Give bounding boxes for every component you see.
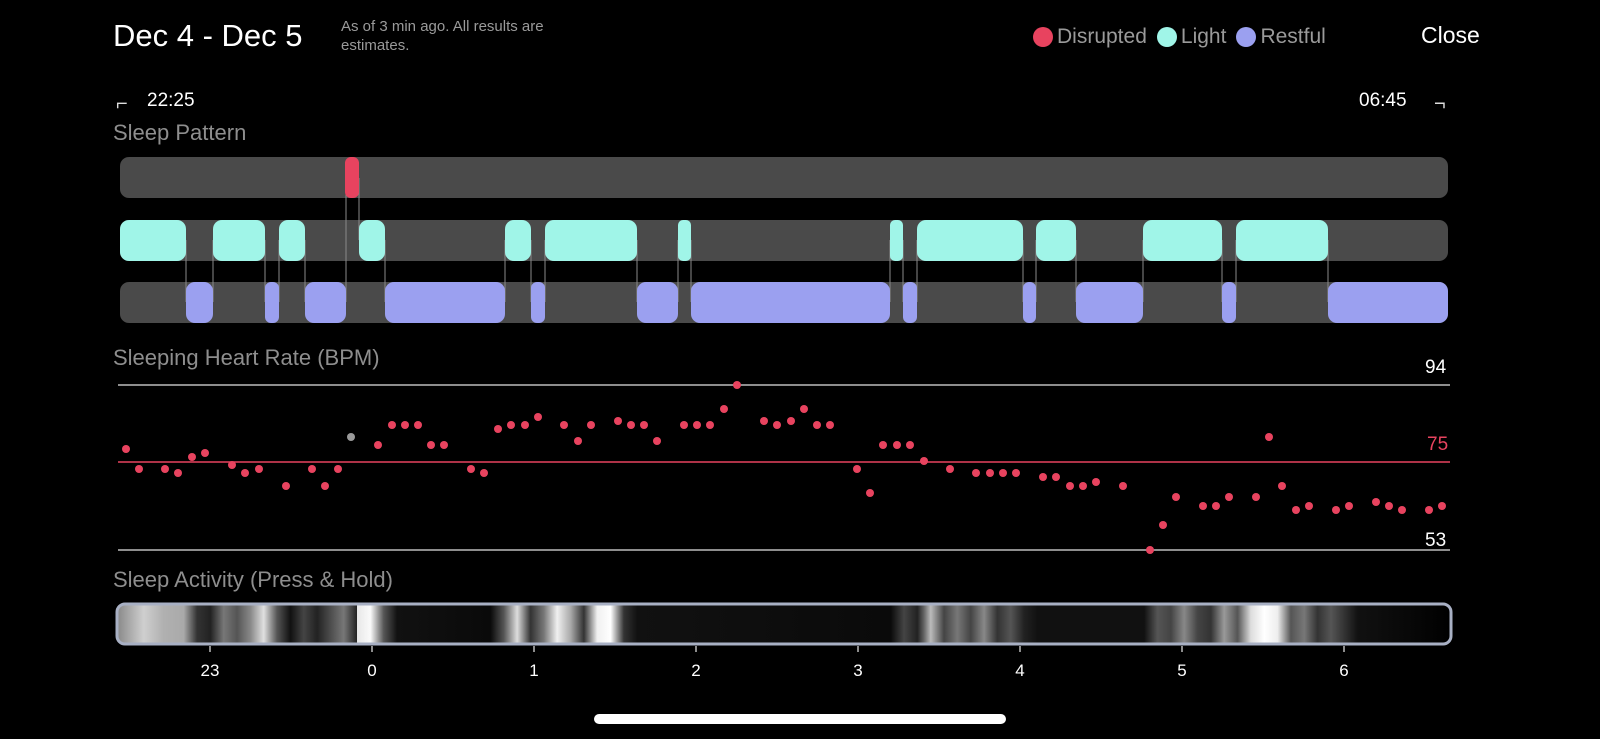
sleep-activity-press-area[interactable]	[117, 604, 1451, 644]
end-bracket-icon: ¬	[1434, 93, 1446, 115]
restful-segment	[1328, 282, 1448, 323]
restful-segment	[903, 282, 917, 323]
restful-segment	[1222, 282, 1236, 323]
light-segment	[1143, 220, 1222, 261]
time-tick-label: 3	[853, 661, 863, 680]
time-tick-label: 1	[529, 661, 539, 680]
restful-segment	[1076, 282, 1143, 323]
light-dot-icon	[1156, 27, 1177, 47]
restful-segment	[531, 282, 545, 323]
time-tick-label: 2	[691, 661, 701, 680]
legend-restful-label: Restful	[1260, 25, 1326, 48]
restful-segment	[691, 282, 890, 323]
legend-disrupted-label: Disrupted	[1057, 25, 1147, 48]
light-segment	[213, 220, 265, 261]
disrupted-segment	[345, 157, 359, 198]
time-tick-label: 5	[1177, 661, 1187, 680]
date-range-title: Dec 4 - Dec 5	[113, 18, 303, 53]
light-segment	[545, 220, 637, 261]
hr-avg-label: 75	[1427, 434, 1449, 455]
light-segment	[890, 220, 903, 261]
light-segment	[359, 220, 385, 261]
sleep-activity-title: Sleep Activity (Press & Hold)	[113, 567, 393, 592]
light-segment	[505, 220, 531, 261]
light-segment	[1036, 220, 1076, 261]
restful-segment	[1023, 282, 1036, 323]
close-button[interactable]: Close	[1421, 22, 1480, 48]
restful-segments	[186, 282, 1448, 323]
start-bracket-icon: ⌐	[116, 93, 128, 115]
light-segment	[120, 220, 186, 261]
disrupted-track	[120, 157, 1448, 198]
restful-segment	[385, 282, 505, 323]
time-tick-label: 6	[1339, 661, 1349, 680]
restful-segment	[186, 282, 213, 323]
legend-restful: Restful	[1236, 25, 1326, 49]
light-segment	[917, 220, 1023, 261]
light-segments	[120, 220, 1328, 261]
end-time: 06:45	[1359, 90, 1407, 111]
hr-points	[122, 381, 1446, 554]
sleep-pattern-title: Sleep Pattern	[113, 120, 247, 145]
estimate-note: As of 3 min ago. All results are estimat…	[341, 18, 544, 54]
light-segment	[279, 220, 305, 261]
restful-segment	[305, 282, 346, 323]
time-tick-label: 0	[367, 661, 377, 680]
legend-disrupted: Disrupted	[1033, 25, 1147, 49]
hr-max-label: 94	[1425, 357, 1447, 378]
legend: Disrupted Light Restful	[1033, 22, 1336, 52]
home-indicator[interactable]	[594, 714, 1006, 724]
legend-light-label: Light	[1180, 25, 1227, 48]
light-segment	[678, 220, 691, 261]
restful-segment	[265, 282, 279, 323]
disrupted-dot-icon	[1033, 27, 1053, 47]
restful-segment	[637, 282, 678, 323]
hr-point-missing	[347, 433, 355, 441]
sleep-activity-bar	[115, 602, 1453, 646]
heart-rate-title: Sleeping Heart Rate (BPM)	[113, 345, 380, 370]
start-time: 22:25	[147, 90, 195, 111]
restful-dot-icon	[1236, 27, 1257, 47]
legend-light: Light	[1156, 25, 1227, 49]
light-track	[120, 220, 1448, 261]
light-segment	[1236, 220, 1328, 261]
time-tick-label: 23	[200, 661, 220, 680]
hr-min-label: 53	[1425, 530, 1447, 551]
time-axis-ticks	[209, 646, 1345, 652]
time-tick-label: 4	[1015, 661, 1025, 680]
